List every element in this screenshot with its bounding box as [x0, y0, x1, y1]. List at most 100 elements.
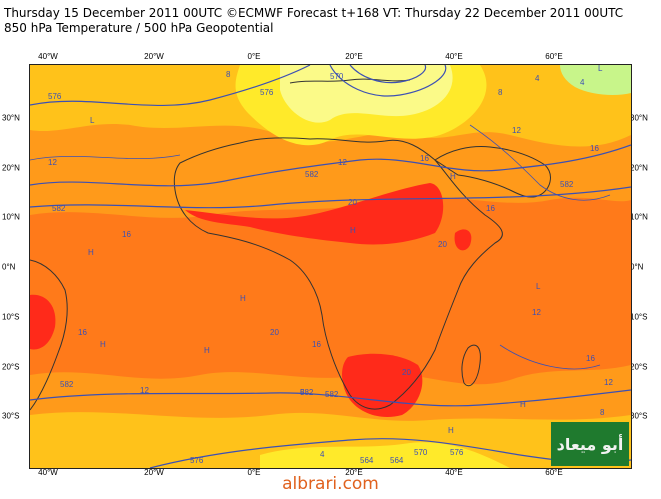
geopotential-label: 576: [260, 88, 274, 97]
lat-label: 10°S: [630, 312, 648, 322]
map-canvas: 576 582 582 582 576 576 564 564 570 570 …: [30, 65, 631, 468]
lat-label: 0°N: [630, 262, 644, 272]
geopotential-label: 582: [325, 390, 339, 399]
temperature-label: 8: [498, 88, 503, 97]
geopotential-label: 576: [190, 456, 204, 465]
high-pressure-marker: H: [100, 340, 106, 349]
temperature-label: 16: [586, 354, 595, 363]
bottom-longitude-axis: 40°W 20°W 0°E 20°E 40°E 60°E: [0, 468, 661, 480]
high-pressure-marker: H: [450, 172, 456, 181]
temperature-label: 16: [486, 204, 495, 213]
temperature-label: 12: [532, 308, 541, 317]
lon-label: 60°E: [545, 468, 563, 477]
temperature-label: 4: [320, 450, 325, 459]
high-pressure-marker: H: [520, 400, 526, 409]
temperature-label: 20: [438, 240, 447, 249]
high-pressure-marker: H: [204, 346, 210, 355]
geopotential-contour: [349, 65, 427, 84]
low-pressure-marker: L: [90, 116, 95, 125]
geopotential-contour: [30, 389, 631, 407]
high-pressure-marker: H: [350, 226, 356, 235]
shading-hot-horn: [454, 229, 472, 251]
forecast-map: 576 582 582 582 576 576 564 564 570 570 …: [29, 64, 632, 469]
lat-label: 0°N: [2, 262, 16, 272]
high-pressure-marker: H: [88, 248, 94, 257]
lat-label: 10°S: [2, 312, 20, 322]
lon-label: 20°W: [144, 468, 164, 477]
geopotential-contour: [329, 65, 447, 97]
temperature-label: 8: [226, 70, 231, 79]
africa-coastline: [173, 137, 503, 410]
madagascar-coastline: [461, 344, 481, 387]
watermark-logo: أبو ميعاد: [551, 422, 629, 466]
shading-hot-sahel: [185, 183, 444, 245]
geopotential-label: 570: [414, 448, 428, 457]
south-america-coastline: [30, 259, 68, 411]
lat-label: 20°N: [630, 163, 648, 173]
shading-yellow-south: [260, 442, 510, 468]
lat-label: 10°N: [630, 212, 648, 222]
temperature-label: 16: [122, 230, 131, 239]
temperature-contour: [469, 124, 611, 201]
temperature-contour: [499, 344, 601, 370]
lon-label: 40°E: [445, 52, 463, 61]
lon-label: 40°E: [445, 468, 463, 477]
map-subtitle: 850 hPa Temperature / 500 hPa Geopotenti…: [4, 21, 274, 35]
lat-label: 20°S: [2, 362, 20, 372]
lon-label: 20°W: [144, 52, 164, 61]
low-pressure-marker: L: [598, 65, 603, 73]
high-pressure-marker: H: [448, 426, 454, 435]
geopotential-label: 582: [60, 380, 74, 389]
arabia-coastline: [434, 146, 551, 198]
temperature-label: 12: [512, 126, 521, 135]
temperature-label: 16: [420, 154, 429, 163]
high-pressure-marker: H: [240, 294, 246, 303]
temperature-label: 4: [535, 74, 540, 83]
geopotential-label: 570: [330, 72, 344, 81]
temperature-label: 12: [140, 386, 149, 395]
left-latitude-axis: 30°N 20°N 10°N 0°N 10°S 20°S 30°S: [2, 0, 32, 499]
temperature-label: 4: [580, 78, 585, 87]
temperature-label: 8: [600, 408, 605, 417]
shading-deep-orange-band: [30, 197, 631, 385]
lon-label: 40°W: [38, 52, 58, 61]
temperature-label: 16: [312, 340, 321, 349]
geopotential-label: 576: [48, 92, 62, 101]
temperature-label: 20: [348, 198, 357, 207]
lon-label: 0°E: [247, 52, 261, 61]
forecast-title: Thursday 15 December 2011 00UTC ©ECMWF F…: [4, 6, 624, 20]
temperature-contour: [30, 154, 181, 161]
geopotential-label: 582: [300, 388, 314, 397]
low-pressure-marker: L: [536, 282, 541, 291]
temperature-label: 16: [590, 144, 599, 153]
lat-label: 20°S: [630, 362, 648, 372]
site-footer: albrari.com: [0, 474, 661, 494]
mediterranean-coastline: [289, 78, 411, 84]
shading-hot-brazil: [30, 294, 56, 350]
geopotential-label: 576: [450, 448, 464, 457]
temperature-label: 20: [270, 328, 279, 337]
geopotential-label: 582: [305, 170, 319, 179]
logo-text: أبو ميعاد: [556, 434, 624, 454]
geopotential-label: 582: [560, 180, 574, 189]
lon-label: 20°E: [345, 468, 363, 477]
shading-amber-south: [30, 412, 631, 468]
lon-label: 0°E: [247, 468, 261, 477]
lon-label: 20°E: [345, 52, 363, 61]
temperature-label: 12: [338, 158, 347, 167]
lat-label: 20°N: [2, 163, 20, 173]
temperature-label: 8: [300, 388, 305, 397]
geopotential-contour: [30, 144, 631, 187]
lat-label: 10°N: [2, 212, 20, 222]
shading-green-northeast: [560, 65, 631, 95]
map-header: Thursday 15 December 2011 00UTC ©ECMWF F…: [4, 6, 623, 36]
site-url[interactable]: albrari.com: [282, 474, 379, 494]
top-longitude-axis: 40°W 20°W 0°E 20°E 40°E 60°E: [0, 52, 661, 64]
lon-label: 40°W: [38, 468, 58, 477]
lat-label: 30°N: [2, 113, 20, 123]
temperature-label: 12: [604, 378, 613, 387]
right-latitude-axis: 30°N 20°N 10°N 0°N 10°S 20°S 30°S: [630, 0, 660, 499]
lon-label: 60°E: [545, 52, 563, 61]
geopotential-label: 582: [52, 204, 66, 213]
lat-label: 30°S: [2, 411, 20, 421]
